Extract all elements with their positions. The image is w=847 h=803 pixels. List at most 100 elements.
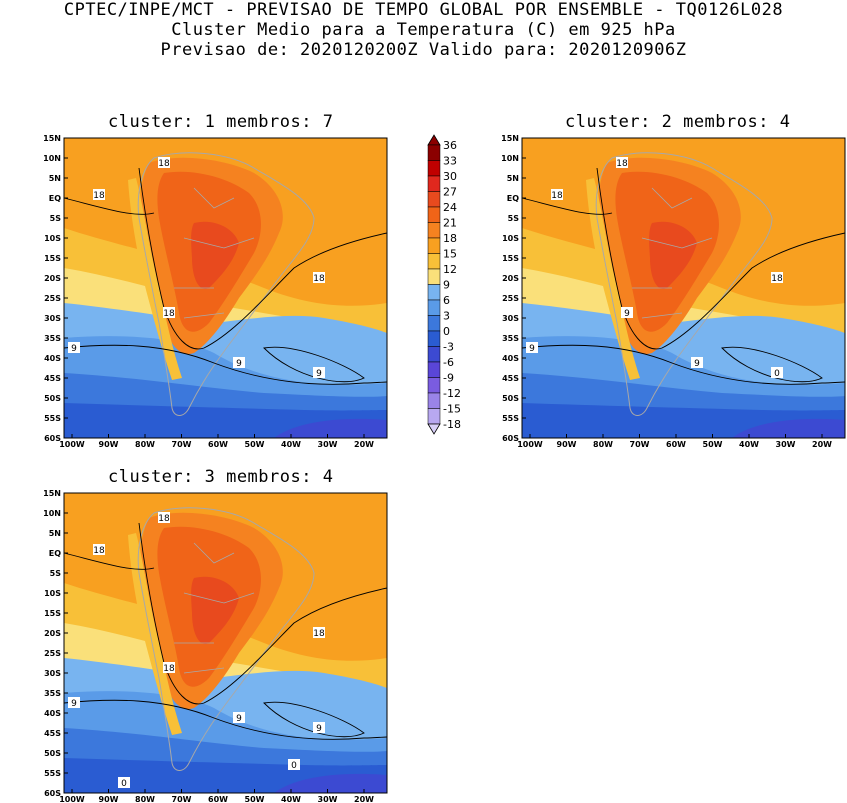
lat-tick-label: 25S	[44, 649, 61, 658]
colorbar-label: 24	[443, 201, 457, 214]
svg-text:9: 9	[316, 369, 322, 379]
svg-text:0: 0	[774, 369, 780, 379]
contour-label: 0	[771, 367, 783, 379]
colorbar-label: 15	[443, 248, 457, 261]
colorbar-label: 3	[443, 310, 450, 323]
lon-tick-label: 50W	[245, 440, 265, 448]
lat-tick-label: 10N	[43, 154, 61, 163]
colorbar-label: 33	[443, 155, 457, 168]
lat-tick-label: 35S	[44, 334, 61, 343]
svg-text:9: 9	[694, 359, 700, 369]
svg-text:18: 18	[158, 159, 170, 169]
colorbar: 36 33 30 27 24 21 18 15 12 9 6 3 0 -3 -6 -9 -12 -15 -18	[420, 130, 470, 445]
colorbar-label: 18	[443, 232, 457, 245]
contour-label: 9	[621, 307, 633, 319]
lat-tick-label: 5N	[507, 174, 519, 183]
lon-tick-label: 60W	[208, 795, 228, 803]
colorbar-swatch	[427, 160, 441, 177]
lat-tick-label: 15S	[502, 254, 519, 263]
contour-label: 18	[158, 157, 170, 169]
contour-label: 9	[526, 342, 538, 354]
lat-tick-label: 35S	[502, 334, 519, 343]
band-below-0	[732, 418, 845, 438]
colorbar-swatch	[427, 144, 441, 161]
coastline	[137, 152, 315, 416]
lat-tick-label: 15S	[44, 609, 61, 618]
lat-tick-label: 50S	[502, 394, 519, 403]
colorbar-label: -15	[443, 403, 461, 416]
lon-tick-label: 50W	[245, 795, 265, 803]
band-below-0	[274, 418, 387, 438]
colorbar-swatch	[427, 284, 441, 301]
andes-cool-strip	[128, 178, 182, 380]
lat-tick-label: 30S	[44, 669, 61, 678]
lon-tick-label: 20W	[812, 440, 832, 448]
lon-tick-label: 100W	[517, 440, 543, 448]
lat-tick-label: 45S	[502, 374, 519, 383]
lon-tick-label: 30W	[318, 795, 338, 803]
lon-tick-label: 80W	[135, 795, 155, 803]
contour-label: 9	[68, 697, 80, 709]
lat-tick-label: 40S	[44, 354, 61, 363]
contour-label: 9	[691, 357, 703, 369]
lon-tick-label: 70W	[630, 440, 650, 448]
lat-tick-label: 5S	[508, 214, 520, 223]
panel-title-cluster-1: cluster: 1 membros: 7	[108, 112, 334, 132]
map-panel-cluster-1: 18 18 18 18 9 9 9 15N 10N 5N EQ 5S 10S 15S 20S 25S 30S 35…	[32, 133, 392, 448]
lat-tick-label: 60S	[44, 434, 61, 443]
lat-tick-label: 20S	[44, 629, 61, 638]
lat-tick-label: 30S	[502, 314, 519, 323]
lat-tick-label: 45S	[44, 729, 61, 738]
contour-label: 18	[163, 662, 175, 674]
band-27-30	[649, 221, 697, 289]
lon-tick-label: 40W	[281, 440, 301, 448]
svg-text:18: 18	[93, 191, 105, 201]
colorbar-label: -9	[443, 372, 454, 385]
contour-label: 18	[313, 627, 325, 639]
colorbar-swatch	[427, 222, 441, 239]
colorbar-bottom-arrow	[427, 423, 441, 435]
colorbar-label: -3	[443, 341, 454, 354]
lat-tick-label: 20S	[502, 274, 519, 283]
lon-tick-label: 50W	[703, 440, 723, 448]
contour-9	[63, 699, 388, 740]
lon-tick-label: 60W	[666, 440, 686, 448]
svg-text:18: 18	[313, 274, 325, 284]
panel-title-cluster-3: cluster: 3 membros: 4	[108, 467, 334, 487]
contour-9-loop	[263, 701, 365, 738]
lat-tick-label: 5N	[49, 529, 61, 538]
contour-label: 9	[68, 342, 80, 354]
lon-tick-label: 20W	[354, 440, 374, 448]
lon-tick-label: 40W	[739, 440, 759, 448]
svg-text:18: 18	[771, 274, 783, 284]
colorbar-swatch	[427, 253, 441, 270]
lat-tick-label: 10S	[502, 234, 519, 243]
contour-18	[521, 167, 846, 350]
contour-label: 9	[313, 367, 325, 379]
country-borders	[174, 542, 255, 674]
contour-9	[63, 344, 388, 385]
lat-tick-label: 5N	[49, 174, 61, 183]
lon-tick-label: 40W	[281, 795, 301, 803]
colorbar-label: 9	[443, 279, 450, 292]
contour-9-loop	[721, 346, 823, 383]
lon-tick-label: 70W	[172, 440, 192, 448]
contour-label: 9	[233, 357, 245, 369]
svg-text:0: 0	[291, 761, 297, 771]
colorbar-swatch	[427, 361, 441, 378]
lat-tick-label: 5S	[50, 569, 62, 578]
lat-tick-label: 5S	[50, 214, 62, 223]
forecast-dates: Previsao de: 2020120200Z Valido para: 20…	[160, 40, 687, 60]
lat-tick-label: 15N	[43, 134, 61, 143]
contour-label: 18	[616, 157, 628, 169]
colorbar-label: -6	[443, 356, 454, 369]
lat-tick-label: EQ	[49, 549, 61, 558]
contour-9-loop	[263, 346, 365, 383]
plot-frame	[63, 137, 388, 439]
band-below-0	[274, 773, 387, 793]
lon-tick-label: 30W	[776, 440, 796, 448]
contour-label: 18	[93, 544, 105, 556]
colorbar-swatch	[427, 377, 441, 394]
country-borders	[632, 187, 713, 319]
contour-label: 9	[313, 722, 325, 734]
